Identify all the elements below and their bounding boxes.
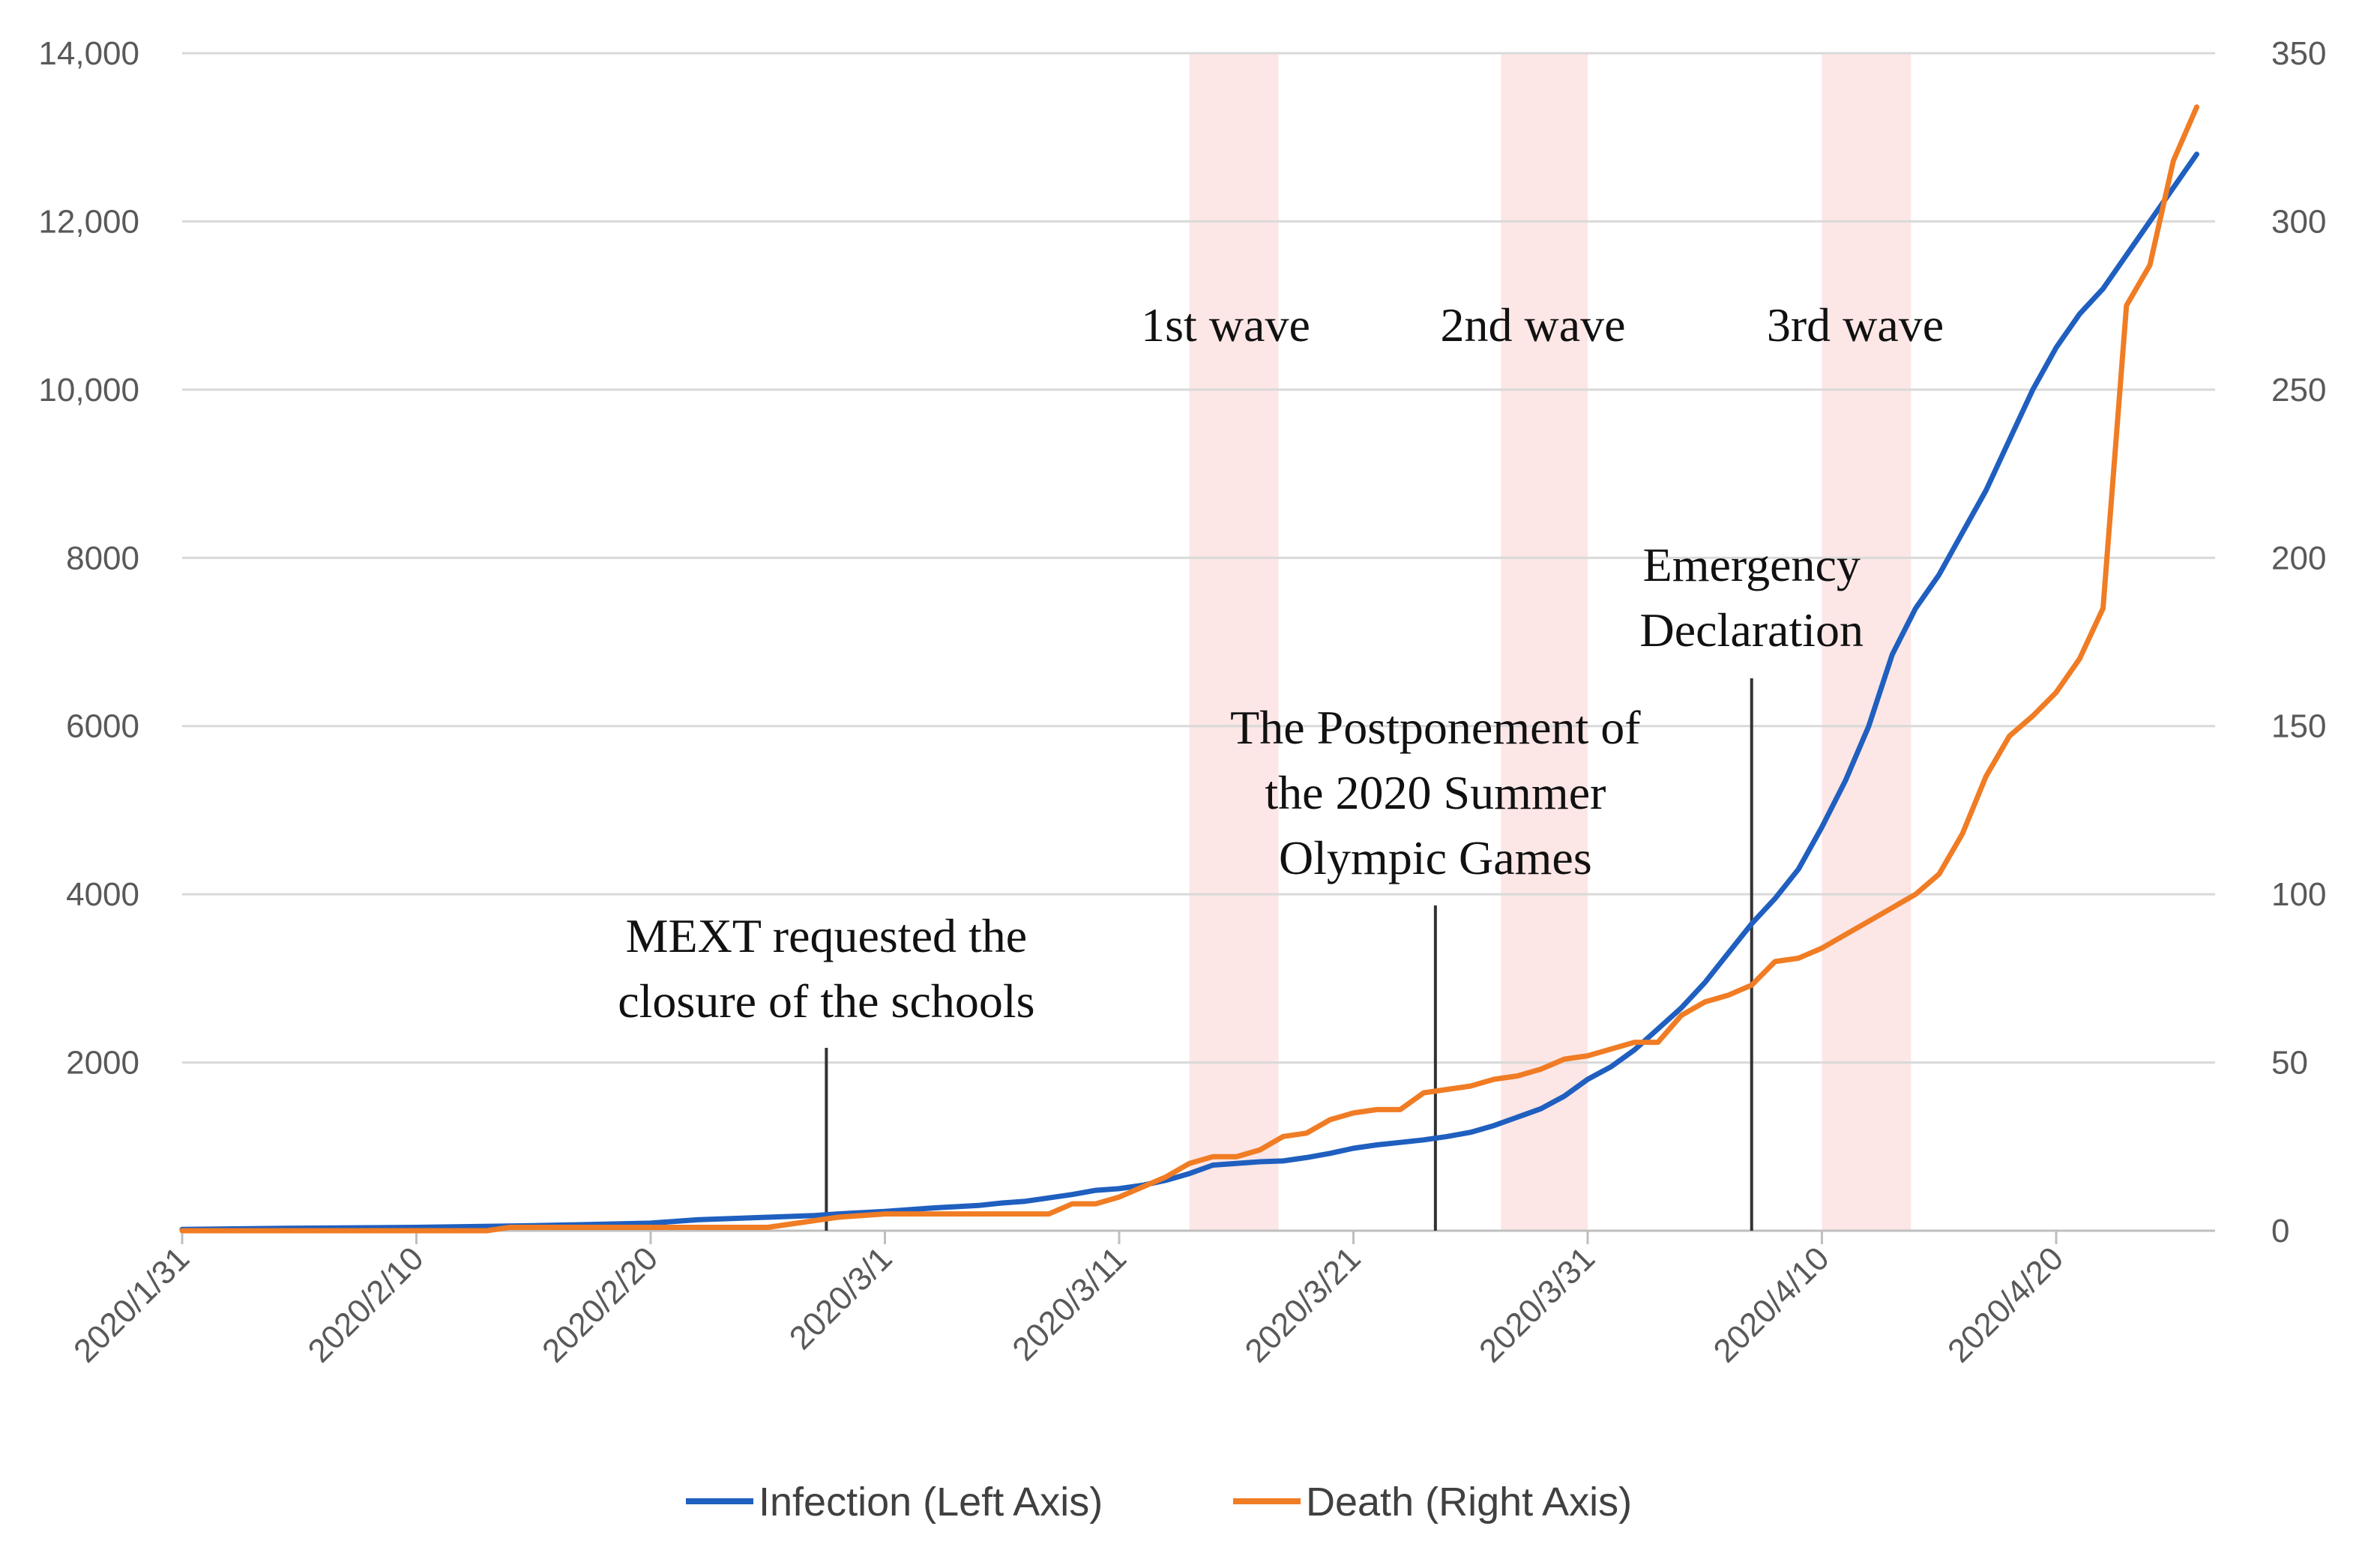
event-label: Olympic Games — [1279, 831, 1592, 884]
right-axis: 0 50 100 150 200 250 300 350 — [2271, 35, 2326, 1249]
x-axis: 2020/1/31 2020/2/10 2020/2/20 2020/3/1 2020/… — [67, 1231, 2070, 1369]
event-annotations: MEXT requested the closure of the schools… — [618, 538, 1864, 1231]
right-tick-label: 350 — [2271, 35, 2326, 72]
wave-label: 1st wave — [1141, 298, 1310, 352]
legend-label: Death (Right Axis) — [1306, 1480, 1632, 1525]
right-tick-label: 200 — [2271, 540, 2326, 576]
x-tick-label: 2020/3/11 — [1005, 1240, 1133, 1368]
wave-label: 3rd wave — [1767, 298, 1944, 352]
wave-label: 2nd wave — [1440, 298, 1625, 352]
left-tick-label: 2000 — [66, 1045, 139, 1082]
right-tick-label: 100 — [2271, 876, 2326, 913]
right-tick-label: 50 — [2271, 1045, 2308, 1082]
right-tick-label: 0 — [2271, 1213, 2289, 1249]
infection-line — [179, 151, 2199, 1232]
legend: Infection (Left Axis) Death (Right Axis) — [686, 1480, 1632, 1525]
event-label: Declaration — [1640, 603, 1864, 657]
event-label: MEXT requested the — [626, 909, 1028, 962]
right-tick-label: 150 — [2271, 708, 2326, 745]
x-tick-label: 2020/1/31 — [67, 1240, 196, 1369]
death-line — [179, 104, 2199, 1234]
wave-labels: 1st wave 2nd wave 3rd wave — [1141, 298, 1944, 352]
left-tick-label: 4000 — [66, 876, 139, 913]
right-tick-label: 300 — [2271, 203, 2326, 240]
event-label: closure of the schools — [618, 974, 1034, 1028]
event-label: the 2020 Summer — [1265, 766, 1606, 819]
gridlines — [182, 52, 2215, 1232]
left-tick-label: 6000 — [66, 708, 139, 745]
wave-band-1 — [1189, 53, 1279, 1231]
event-label: The Postponement of — [1230, 701, 1641, 754]
wave-band-2 — [1501, 53, 1588, 1231]
x-tick-label: 2020/2/10 — [301, 1240, 431, 1369]
x-tick-label: 2020/4/20 — [1941, 1240, 2070, 1369]
x-tick-label: 2020/4/10 — [1707, 1240, 1837, 1369]
x-tick-label: 2020/3/1 — [783, 1240, 900, 1357]
left-tick-label: 10,000 — [38, 372, 139, 408]
left-axis: 2000 4000 6000 8000 10,000 12,000 14,000 — [38, 35, 139, 1082]
x-tick-label: 2020/3/21 — [1238, 1240, 1368, 1369]
left-tick-label: 14,000 — [38, 35, 139, 72]
right-tick-label: 250 — [2271, 372, 2326, 408]
left-tick-label: 8000 — [66, 540, 139, 576]
left-tick-label: 12,000 — [38, 203, 139, 240]
legend-label: Infection (Left Axis) — [759, 1480, 1103, 1525]
x-tick-label: 2020/3/31 — [1472, 1240, 1602, 1369]
x-tick-label: 2020/2/20 — [535, 1240, 665, 1369]
series — [179, 104, 2199, 1234]
event-label: Emergency — [1643, 538, 1861, 591]
